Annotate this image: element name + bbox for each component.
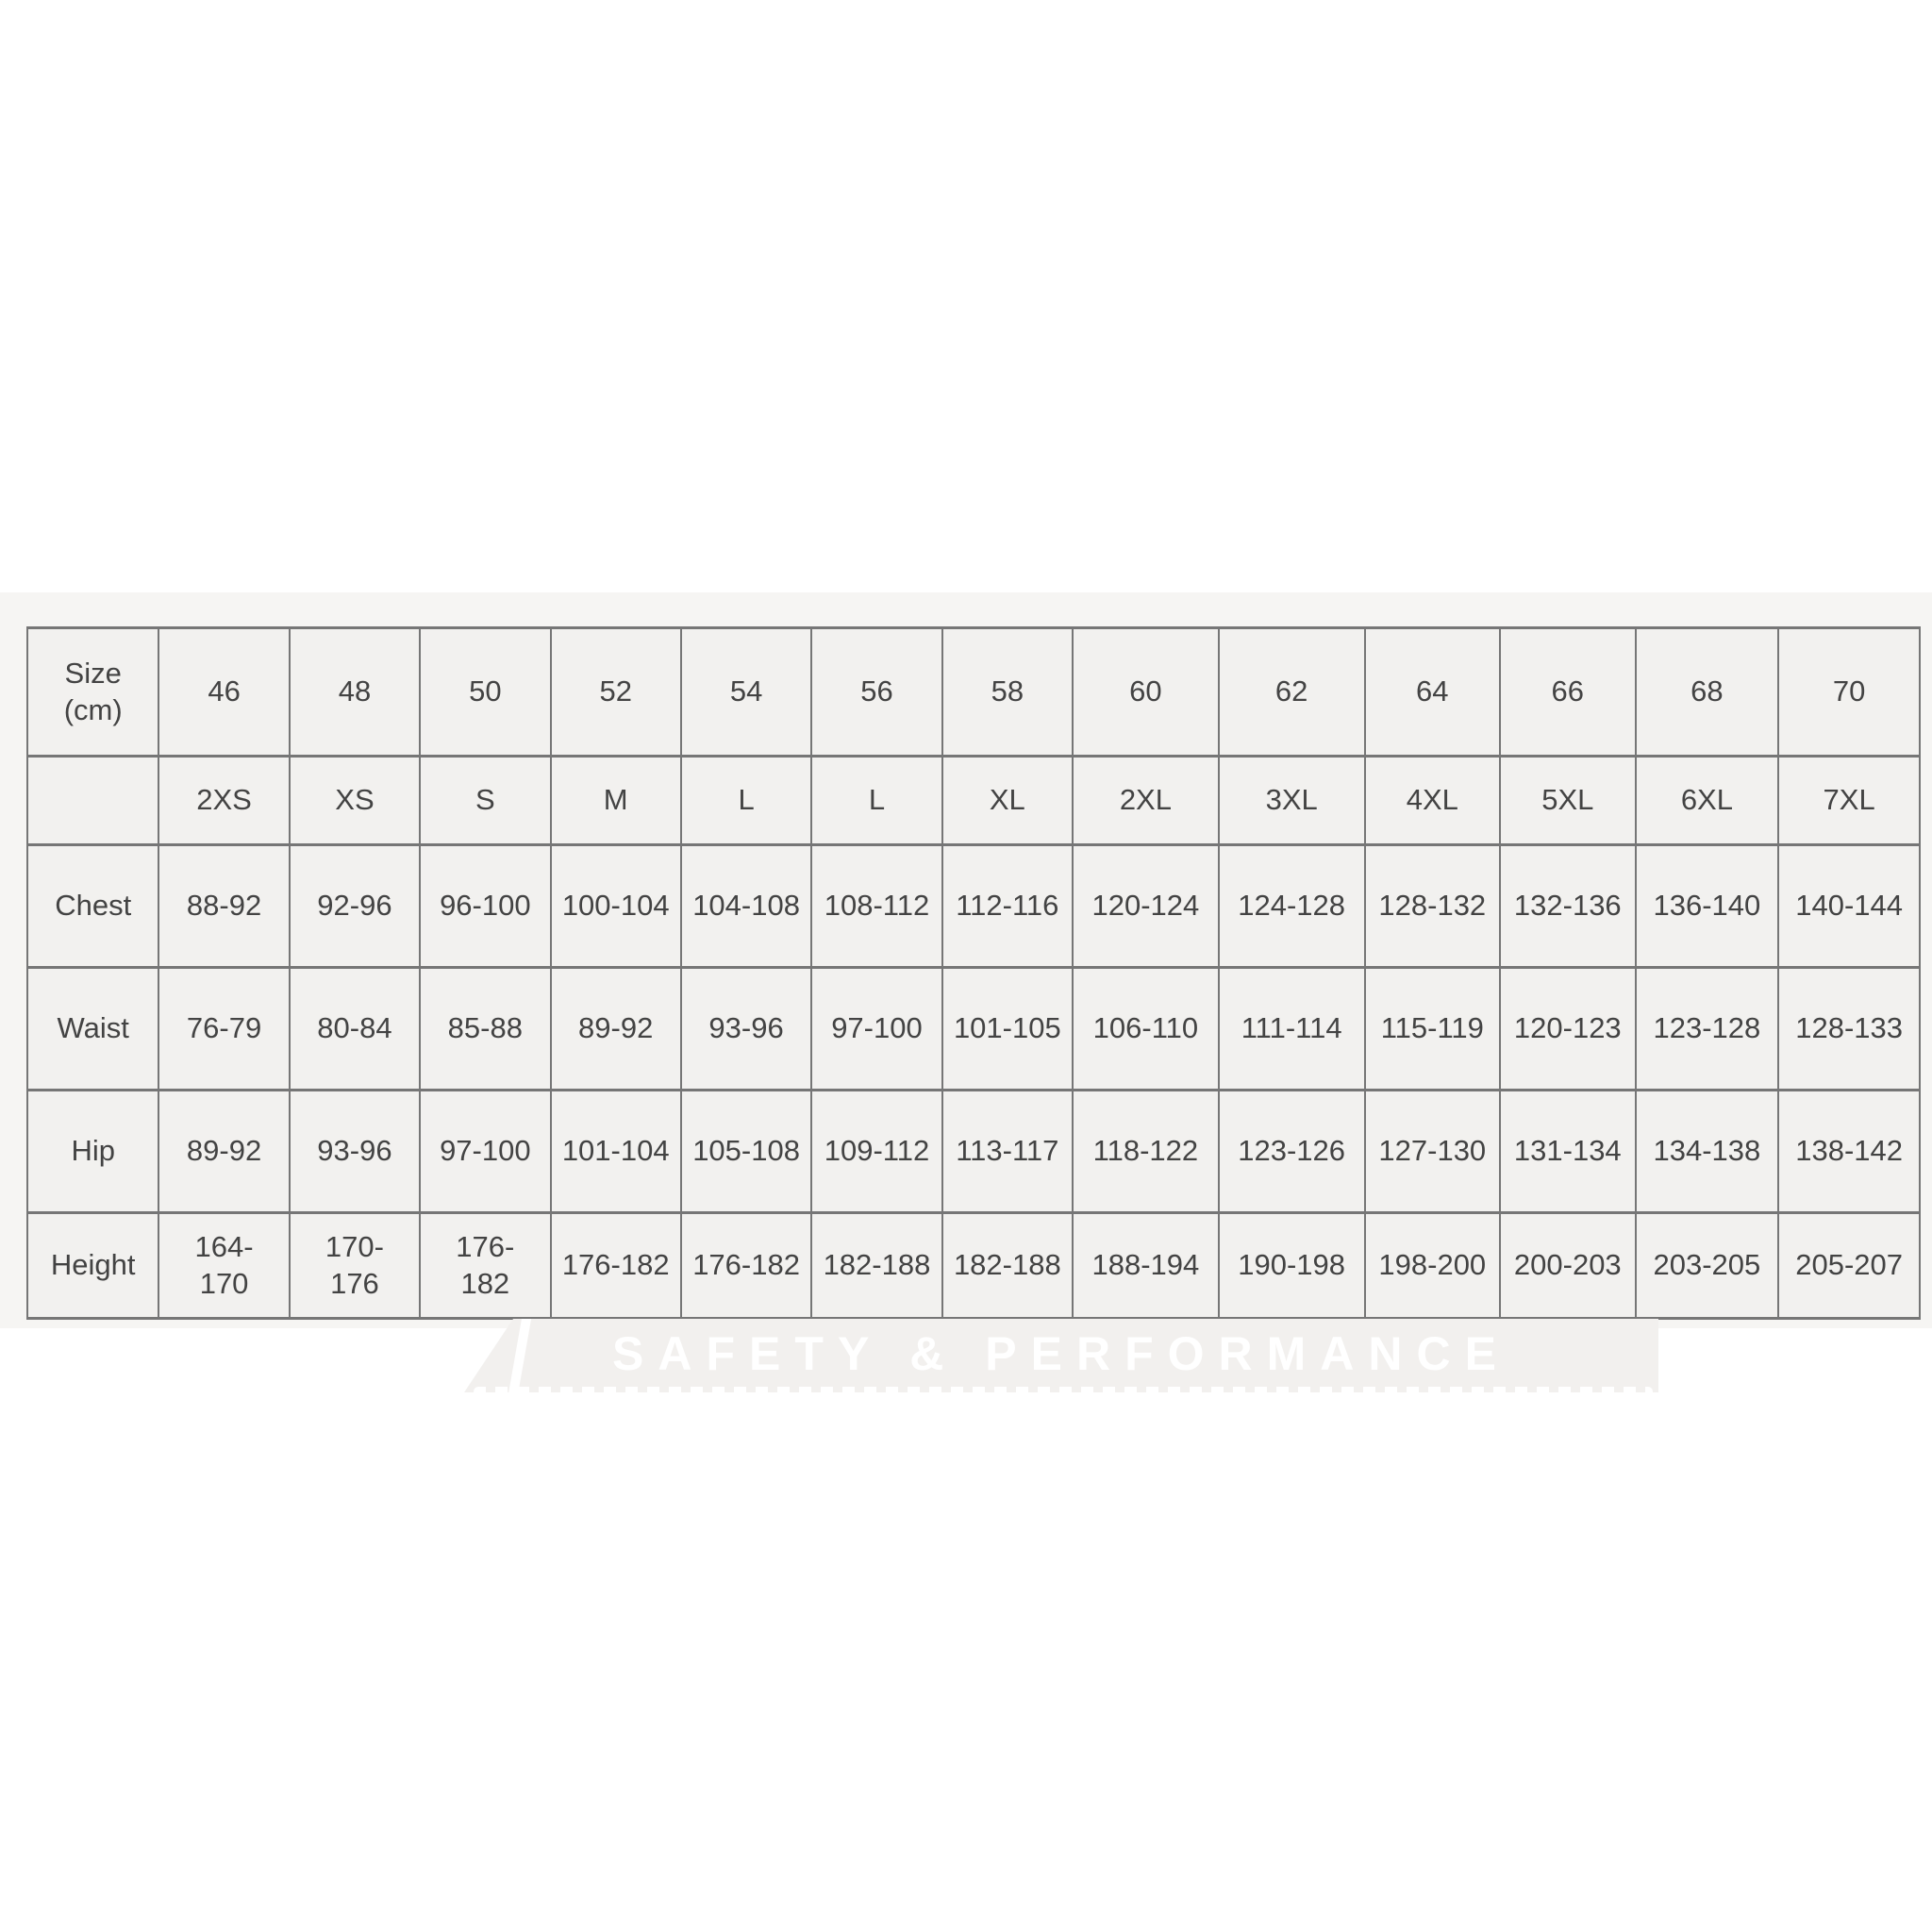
table-cell: 101-104: [549, 1089, 682, 1214]
column-header-cell: 70: [1777, 626, 1921, 758]
table-cell: L: [679, 755, 813, 846]
table-cell: M: [549, 755, 682, 846]
column-header-cell: 48: [288, 626, 422, 758]
table-cell: 5XL: [1499, 755, 1637, 846]
table-cell: 170- 176: [288, 1211, 422, 1320]
header-row: Size (cm) 46 48 50 52 54 56 58 60 62 64 66 68 70: [25, 626, 1921, 758]
table-cell: 203-205: [1634, 1211, 1780, 1320]
table-cell: 3XL: [1217, 755, 1366, 846]
column-header-cell: 66: [1499, 626, 1637, 758]
table-cell: 108-112: [810, 843, 943, 969]
table-cell: 2XL: [1072, 755, 1220, 846]
column-header-cell: 62: [1217, 626, 1366, 758]
table-cell: 111-114: [1217, 966, 1366, 1091]
table-cell: 106-110: [1072, 966, 1220, 1091]
table-cell: 164- 170: [158, 1211, 291, 1320]
table-cell: 85-88: [419, 966, 552, 1091]
table-row: Chest 88-92 92-96 96-100 100-104 104-108 108-1…: [25, 843, 1921, 969]
table-cell: 109-112: [810, 1089, 943, 1214]
table-cell: 188-194: [1072, 1211, 1220, 1320]
table-cell: 2XS: [158, 755, 291, 846]
table-cell: 120-124: [1072, 843, 1220, 969]
table-cell: 113-117: [941, 1089, 1074, 1214]
table-cell: 136-140: [1634, 843, 1780, 969]
table-cell: 105-108: [679, 1089, 813, 1214]
table-cell: 200-203: [1499, 1211, 1637, 1320]
table-cell: 93-96: [679, 966, 813, 1091]
table-cell: 101-105: [941, 966, 1074, 1091]
watermark-tagline-text: SAFETY & PERFORMANCE: [612, 1327, 1510, 1380]
table-cell: 92-96: [288, 843, 422, 969]
column-header-cell: 54: [679, 626, 813, 758]
table-cell: 80-84: [288, 966, 422, 1091]
row-label-cell: [25, 755, 160, 846]
table-cell: 7XL: [1777, 755, 1921, 846]
column-header-cell: 56: [810, 626, 943, 758]
table-cell: 6XL: [1634, 755, 1780, 846]
table-cell: L: [810, 755, 943, 846]
table-cell: 123-128: [1634, 966, 1780, 1091]
size-chart-table: Size (cm) 46 48 50 52 54 56 58 60 62 64 66 68 70 2XS XS…: [25, 626, 1921, 1320]
table-cell: 176-182: [549, 1211, 682, 1320]
table-cell: 140-144: [1777, 843, 1921, 969]
column-header-cell: 68: [1634, 626, 1780, 758]
table-cell: 198-200: [1363, 1211, 1502, 1320]
table-cell: 96-100: [419, 843, 552, 969]
table-cell: 182-188: [941, 1211, 1074, 1320]
table-cell: 118-122: [1072, 1089, 1220, 1214]
table-cell: 176-182: [679, 1211, 813, 1320]
table-cell: 120-123: [1499, 966, 1637, 1091]
table-row: Hip 89-92 93-96 97-100 101-104 105-108 109-112…: [25, 1089, 1921, 1214]
table-cell: 97-100: [810, 966, 943, 1091]
column-header-cell: Size (cm): [25, 626, 160, 758]
watermark-tagline-band: SAFETY & PERFORMANCE: [464, 1319, 1658, 1392]
table-cell: XS: [288, 755, 422, 846]
column-header-cell: 64: [1363, 626, 1502, 758]
table-cell: 182-188: [810, 1211, 943, 1320]
table-cell: 97-100: [419, 1089, 552, 1214]
table-cell: 112-116: [941, 843, 1074, 969]
table-cell: S: [419, 755, 552, 846]
table-cell: 104-108: [679, 843, 813, 969]
row-label-cell: Waist: [25, 966, 160, 1091]
table-cell: 123-126: [1217, 1089, 1366, 1214]
row-label-cell: Chest: [25, 843, 160, 969]
column-header-cell: 58: [941, 626, 1074, 758]
row-label-cell: Height: [25, 1211, 160, 1320]
table-row: 2XS XS S M L L XL 2XL 3XL 4XL 5XL 6XL 7XL: [25, 755, 1921, 846]
table-row: Waist 76-79 80-84 85-88 89-92 93-96 97-100 101-…: [25, 966, 1921, 1091]
table-cell: 176- 182: [419, 1211, 552, 1320]
table-row: Height 164- 170 170- 176 176- 182 176-182 176…: [25, 1211, 1921, 1320]
table-cell: 127-130: [1363, 1089, 1502, 1214]
column-header-cell: 50: [419, 626, 552, 758]
table-cell: 134-138: [1634, 1089, 1780, 1214]
table-cell: 131-134: [1499, 1089, 1637, 1214]
table-cell: 76-79: [158, 966, 291, 1091]
column-header-cell: 52: [549, 626, 682, 758]
table-cell: 88-92: [158, 843, 291, 969]
table-cell: 89-92: [549, 966, 682, 1091]
table-cell: 128-133: [1777, 966, 1921, 1091]
column-header-cell: 60: [1072, 626, 1220, 758]
table-cell: 132-136: [1499, 843, 1637, 969]
table-cell: 128-132: [1363, 843, 1502, 969]
row-label-cell: Hip: [25, 1089, 160, 1214]
table-cell: 100-104: [549, 843, 682, 969]
table-cell: 115-119: [1363, 966, 1502, 1091]
table-cell: 205-207: [1777, 1211, 1921, 1320]
table-cell: 124-128: [1217, 843, 1366, 969]
table-cell: 138-142: [1777, 1089, 1921, 1214]
table-cell: 190-198: [1217, 1211, 1366, 1320]
table-cell: 93-96: [288, 1089, 422, 1214]
table-cell: 89-92: [158, 1089, 291, 1214]
table-cell: XL: [941, 755, 1074, 846]
column-header-cell: 46: [158, 626, 291, 758]
table-body: Size (cm) 46 48 50 52 54 56 58 60 62 64 66 68 70 2XS XS…: [25, 626, 1921, 1320]
watermark-dotted-edge: [474, 1387, 1653, 1392]
table-cell: 4XL: [1363, 755, 1502, 846]
